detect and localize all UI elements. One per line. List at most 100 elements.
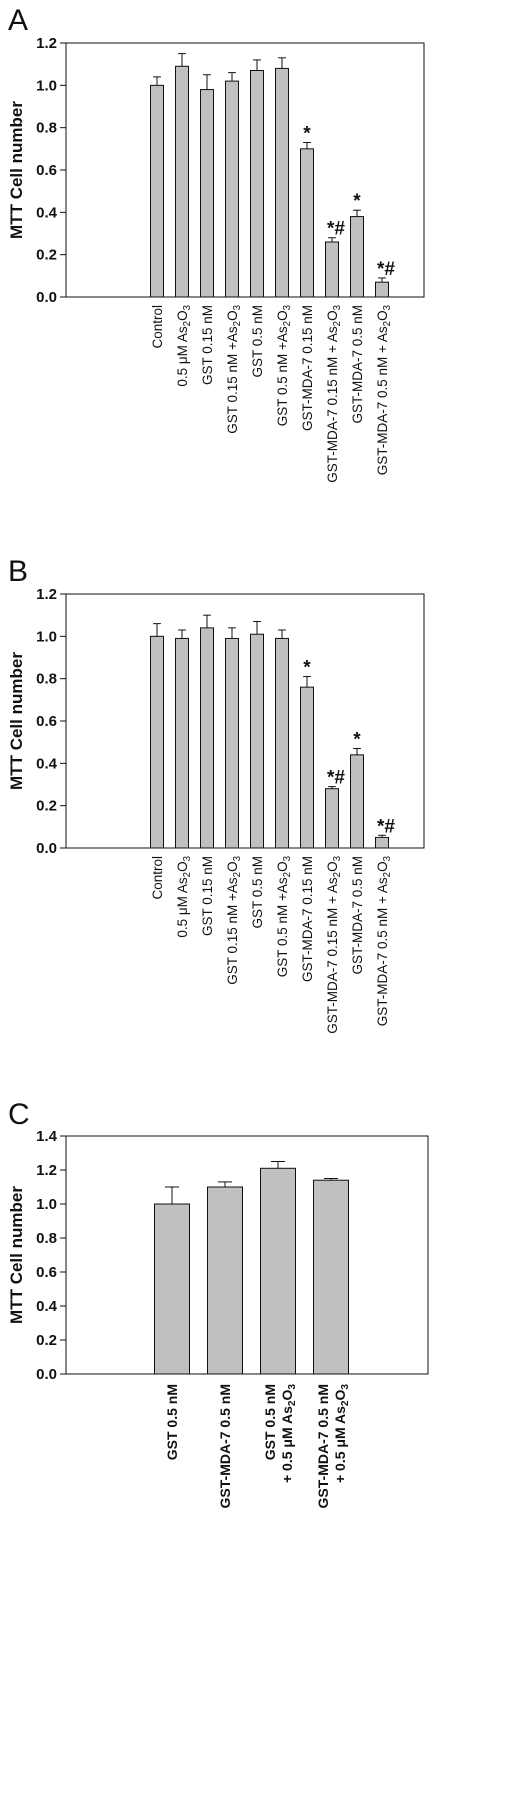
category-label: GST-MDA-7 0.5 nM xyxy=(350,856,365,975)
y-tick-label: 1.0 xyxy=(36,628,57,645)
label-segment: GST 0.5 nM xyxy=(250,856,265,929)
category-label: Control xyxy=(150,856,165,900)
label-subscript: 2 xyxy=(232,872,243,877)
y-tick-label: 0.0 xyxy=(36,289,57,306)
label-subscript: 2 xyxy=(282,321,293,326)
label-segment: O xyxy=(279,1390,295,1401)
label-subscript: 2 xyxy=(332,872,343,877)
label-segment: Control xyxy=(150,305,165,349)
label-subscript: 3 xyxy=(282,305,293,310)
y-tick-label: 1.2 xyxy=(36,586,57,603)
bar xyxy=(375,281,389,298)
category-label: + 0.5 μM As2O3 xyxy=(279,1384,298,1483)
category-label: GST-MDA-7 0.15 nM + As2O3 xyxy=(325,856,343,1034)
label-segment: GST-MDA-7 0.15 nM + As xyxy=(325,326,340,483)
y-axis-label: MTT Cell number xyxy=(7,1186,26,1324)
chart-panel-a: A 0.0 0.2 0.4 0.6 0.8 1.0 1.2 MTT Cell number * *#… xyxy=(7,4,425,483)
chart-panel-b: B 0.0 0.2 0.4 0.6 0.8 1.0 1.2 MTT Cell number * *#… xyxy=(7,555,425,1034)
category-label: GST 0.15 nM xyxy=(200,856,215,936)
label-subscript: 2 xyxy=(182,872,193,877)
category-label: GST 0.15 nM xyxy=(200,305,215,385)
label-segment: GST 0.15 nM xyxy=(200,856,215,936)
label-subscript: 3 xyxy=(287,1384,298,1390)
label-segment: + 0.5 μM As xyxy=(279,1406,295,1483)
bar xyxy=(375,836,389,849)
label-segment: GST-MDA-7 0.5 nM xyxy=(350,856,365,975)
bar xyxy=(225,637,239,849)
category-label: GST-MDA-7 0.5 nM + As2O3 xyxy=(375,305,393,475)
category-label: GST 0.15 nM +As2O3 xyxy=(225,856,243,985)
plot-frame xyxy=(65,1135,429,1375)
label-segment: O xyxy=(225,310,240,321)
panel-letter: C xyxy=(8,1098,30,1131)
label-subscript: 2 xyxy=(382,321,393,326)
label-segment: GST-MDA-7 0.5 nM xyxy=(315,1384,331,1508)
bar xyxy=(175,65,189,298)
label-segment: O xyxy=(225,861,240,872)
bar xyxy=(175,637,189,849)
label-segment: GST 0.15 nM +As xyxy=(225,326,240,434)
label-subscript: 3 xyxy=(382,305,393,310)
label-segment: GST-MDA-7 0.5 nM + As xyxy=(375,326,390,475)
y-tick-label: 0.4 xyxy=(36,755,58,772)
label-segment: GST-MDA-7 0.15 nM + As xyxy=(325,877,340,1034)
y-tick-label: 1.2 xyxy=(36,1162,57,1179)
bar xyxy=(150,84,164,298)
significance-marker: *# xyxy=(327,768,345,789)
y-tick-label: 0.6 xyxy=(36,162,57,179)
label-subscript: 3 xyxy=(282,856,293,861)
category-label: GST-MDA-7 0.5 nM xyxy=(315,1384,331,1508)
label-segment: GST 0.5 nM +As xyxy=(275,877,290,977)
category-label: GST 0.5 nM xyxy=(262,1384,278,1460)
label-segment: Control xyxy=(150,856,165,900)
label-subscript: 3 xyxy=(232,856,243,861)
bar xyxy=(250,70,264,298)
label-segment: 0.5 μM As xyxy=(175,326,190,387)
bar xyxy=(207,1186,243,1375)
label-subscript: 3 xyxy=(332,305,343,310)
bar xyxy=(313,1179,349,1375)
label-subscript: 3 xyxy=(182,856,193,861)
bar xyxy=(150,635,164,849)
bar xyxy=(275,637,289,849)
category-label: GST-MDA-7 0.5 nM xyxy=(217,1384,233,1508)
significance-marker: * xyxy=(303,123,311,144)
category-label: GST-MDA-7 0.15 nM xyxy=(300,305,315,431)
label-segment: O xyxy=(375,310,390,321)
panel-letter: A xyxy=(8,4,28,37)
label-segment: GST 0.5 nM xyxy=(250,305,265,378)
label-subscript: 2 xyxy=(182,321,193,326)
category-label: GST-MDA-7 0.5 nM + As2O3 xyxy=(375,856,393,1026)
label-segment: GST 0.15 nM +As xyxy=(225,877,240,985)
significance-marker: *# xyxy=(377,259,395,280)
label-segment: GST 0.5 nM +As xyxy=(275,326,290,426)
chart-panel-c: C 0.0 0.2 0.4 0.6 0.8 1.0 1.2 1.4 MTT Cell number… xyxy=(7,1098,429,1508)
y-tick-label: 1.2 xyxy=(36,35,57,52)
label-segment: GST-MDA-7 0.5 nM xyxy=(217,1384,233,1508)
bar xyxy=(200,89,214,298)
plot-frame xyxy=(65,42,425,298)
plot-frame xyxy=(65,593,425,849)
y-tick-label: 1.4 xyxy=(36,1128,58,1145)
label-subscript: 2 xyxy=(332,321,343,326)
y-tick-label: 0.4 xyxy=(36,204,58,221)
label-segment: GST-MDA-7 0.5 nM + As xyxy=(375,877,390,1026)
label-segment: + 0.5 μM As xyxy=(332,1406,348,1483)
label-segment: GST 0.5 nM xyxy=(262,1384,278,1460)
significance-marker: *# xyxy=(327,219,345,240)
bar xyxy=(300,686,314,849)
y-tick-label: 0.8 xyxy=(36,671,57,688)
y-tick-label: 0.8 xyxy=(36,120,57,137)
significance-marker: * xyxy=(353,191,361,212)
label-segment: O xyxy=(175,861,190,872)
category-label: 0.5 μM As2O3 xyxy=(175,305,193,387)
label-segment: O xyxy=(375,861,390,872)
y-tick-label: 0.8 xyxy=(36,1230,57,1247)
label-segment: O xyxy=(332,1390,348,1401)
label-segment: O xyxy=(325,310,340,321)
y-tick-label: 0.2 xyxy=(36,1332,57,1349)
label-subscript: 2 xyxy=(282,872,293,877)
y-tick-label: 0.4 xyxy=(36,1298,58,1315)
category-label: GST 0.5 nM xyxy=(250,305,265,378)
label-subscript: 3 xyxy=(332,856,343,861)
